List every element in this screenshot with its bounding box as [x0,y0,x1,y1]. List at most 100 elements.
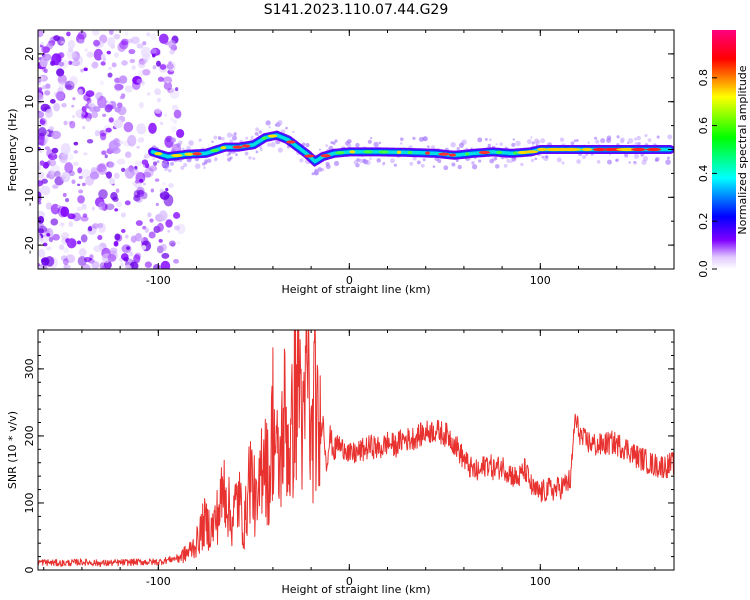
noise-blob [60,222,65,226]
noise-blob [39,160,45,166]
y-tick-label: 200 [23,425,36,446]
noise-blob [173,258,180,264]
noise-blob [66,238,77,249]
noise-blob [94,130,101,137]
ridge-halo [656,135,660,139]
ridge-hotspot [513,151,518,155]
ridge-halo [277,120,283,126]
noise-blob [130,235,137,243]
ridge-halo [624,153,629,158]
noise-blob [81,203,87,210]
ridge-hotspot [425,151,430,155]
noise-blob [63,120,68,126]
spectrogram-ylabel: Frequency (Hz) [6,109,19,192]
ridge-hotspot [496,150,503,154]
noise-blob [170,242,176,248]
noise-blob [51,130,61,140]
y-tick-label: 0 [23,146,36,153]
y-tick-label: 10 [23,95,36,109]
ridge-halo [596,160,601,164]
ridge-halo [305,142,310,148]
noise-blob [113,33,121,40]
noise-blob [47,159,57,167]
noise-blob [146,92,151,96]
noise-blob [165,187,169,192]
ridge-halo [409,161,414,166]
ridge-halo [301,142,306,147]
noise-blob [136,186,145,196]
noise-blob [136,43,144,49]
noise-blob [121,38,129,46]
noise-blob [80,234,88,243]
noise-blob [113,119,123,129]
noise-blob [158,239,163,243]
noise-blob [155,202,159,207]
noise-blob [109,250,118,261]
ridge-halo [203,166,206,169]
noise-blob [108,140,119,152]
noise-blob [118,75,128,84]
noise-blob [170,117,174,122]
ridge-halo [244,151,249,156]
ridge-halo [633,153,640,159]
noise-blob [164,135,174,148]
noise-blob [169,49,175,55]
noise-blob [107,37,116,48]
noise-blob [45,83,51,89]
noise-blob [136,78,144,84]
noise-blob [141,80,145,86]
ridge-hotspot [592,147,608,152]
noise-blob [46,246,52,251]
ridge-halo [400,137,404,141]
ridge-halo [666,156,670,160]
ridge-halo [420,163,425,168]
noise-blob [39,118,46,125]
noise-blob [54,170,61,178]
noise-blob [147,212,152,218]
spectrogram-xlabel: Height of straight line (km) [281,283,430,296]
ridge-halo [229,139,234,143]
noise-blob [68,121,73,124]
ridge-halo [437,158,442,163]
noise-blob [101,168,106,172]
noise-blob [39,149,43,154]
noise-blob [75,57,79,62]
noise-blob [105,127,112,133]
noise-blob [127,38,133,44]
colorbar-tick-label: 0.2 [697,212,710,230]
noise-blob [106,161,114,168]
ridge-halo [431,145,436,150]
ridge-halo [593,136,596,139]
ridge-halo [156,160,160,164]
noise-blob [44,90,51,96]
noise-blob [78,189,84,194]
noise-blob [71,104,75,108]
noise-blob [137,60,146,69]
noise-blob [108,161,116,169]
ridge-halo [665,159,671,165]
ridge-halo [637,142,641,146]
noise-blob [57,74,67,85]
noise-blob [38,127,47,137]
ridge-halo [416,160,421,165]
noise-blob [73,54,84,66]
ridge-halo [369,136,373,140]
ridge-halo [325,164,331,170]
ridge-halo [248,156,252,160]
noise-blob [83,152,88,156]
ridge-hotspot [616,147,638,152]
ridge-halo [556,157,562,163]
noise-blob [134,160,142,167]
noise-blob [60,143,71,155]
noise-blob [80,169,91,179]
ridge-hotspot [241,144,251,148]
noise-blob [71,51,78,58]
noise-blob [78,175,83,180]
noise-blob [38,228,45,234]
noise-blob [159,188,165,193]
ridge-hotspot [438,152,450,156]
spectrogram-frame [37,29,675,270]
ridge-halo [457,164,462,170]
ridge-halo [640,153,644,157]
noise-blob [86,51,94,58]
